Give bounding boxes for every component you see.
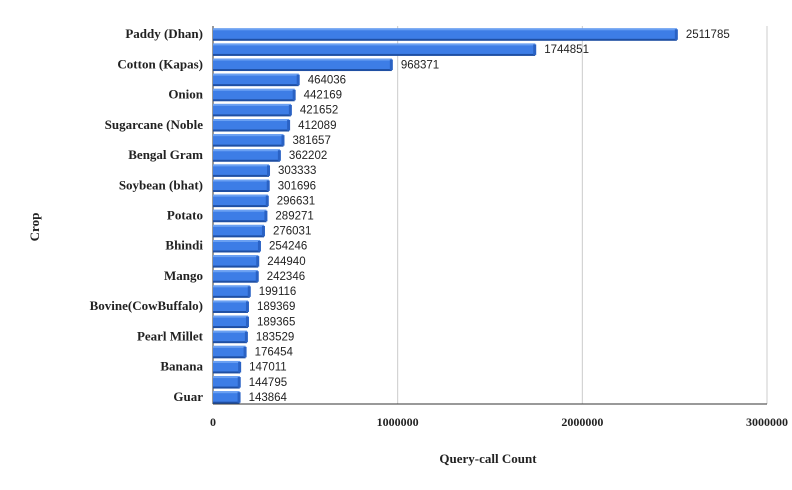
data-label: 381657	[292, 135, 330, 147]
bar	[213, 73, 300, 87]
bar	[213, 224, 265, 238]
data-label: 183529	[256, 331, 294, 343]
data-label: 442169	[304, 90, 342, 102]
category-label: Sugarcane (Noble	[105, 117, 204, 132]
category-label: Potato	[167, 208, 203, 223]
category-labels: Paddy (Dhan) Cotton (Kapas) Onion Sugarcane…	[90, 26, 204, 404]
x-tick-label: 0	[210, 415, 216, 429]
bar	[213, 28, 678, 41]
category-label: Bhindi	[165, 238, 203, 253]
data-label: 2511785	[686, 29, 730, 41]
bar	[213, 239, 261, 253]
data-label: 296631	[277, 195, 315, 207]
x-tick-label: 1000000	[377, 415, 419, 429]
data-label: 362202	[289, 150, 327, 162]
bar	[213, 209, 268, 223]
bar	[213, 285, 251, 298]
category-label: Soybean (bhat)	[119, 177, 203, 192]
data-label: 189365	[257, 316, 295, 328]
x-tick-label: 2000000	[561, 415, 603, 429]
category-label: Cotton (Kapas)	[117, 56, 203, 71]
data-label: 421652	[300, 105, 338, 117]
x-tick-labels: 0 1000000 2000000 3000000	[210, 415, 788, 429]
data-label: 968371	[401, 59, 439, 71]
data-label: 199116	[259, 286, 297, 298]
bar	[213, 376, 241, 389]
bar	[213, 164, 271, 177]
bar	[213, 134, 285, 147]
bar	[213, 330, 248, 344]
data-label: 254246	[269, 241, 307, 253]
data-label: 276031	[273, 226, 311, 238]
bar	[213, 391, 241, 404]
data-label: 143864	[249, 392, 288, 404]
category-label: Bengal Gram	[128, 147, 203, 162]
data-label: 244940	[267, 256, 305, 268]
category-label: Onion	[168, 87, 203, 102]
data-label: 1744851	[544, 44, 589, 56]
bar	[213, 149, 281, 162]
category-label: Banana	[160, 359, 203, 374]
data-label: 189369	[257, 301, 295, 313]
category-label: Pearl Millet	[137, 328, 204, 343]
data-label: 242346	[267, 271, 305, 283]
bars	[213, 28, 678, 404]
category-label: Paddy (Dhan)	[125, 26, 203, 41]
data-label: 464036	[308, 74, 346, 86]
data-label: 301696	[278, 180, 316, 192]
bar	[213, 270, 259, 283]
bar	[213, 119, 291, 132]
bar	[213, 88, 296, 102]
data-label: 412089	[298, 120, 336, 132]
data-label: 176454	[255, 347, 294, 359]
x-tick-label: 3000000	[746, 415, 788, 429]
y-axis-title: Crop	[27, 213, 42, 242]
bar	[213, 300, 249, 313]
bar	[213, 345, 247, 359]
data-label: 144795	[249, 377, 287, 389]
category-label: Mango	[164, 268, 203, 283]
data-label: 303333	[278, 165, 316, 177]
category-label: Bovine(CowBuffalo)	[90, 298, 203, 313]
category-label: Guar	[173, 389, 203, 404]
data-label: 147011	[249, 362, 287, 374]
data-label: 289271	[275, 211, 313, 223]
bar	[213, 43, 537, 56]
bar	[213, 315, 249, 329]
bar	[213, 103, 292, 117]
bar	[213, 194, 269, 208]
x-axis-title: Query-call Count	[439, 451, 537, 466]
bar	[213, 179, 270, 193]
bar	[213, 360, 242, 374]
value-labels: 2511785 1744851 968371 464036 442169 421652 41…	[249, 29, 730, 404]
bar	[213, 58, 393, 72]
bar	[213, 255, 260, 268]
